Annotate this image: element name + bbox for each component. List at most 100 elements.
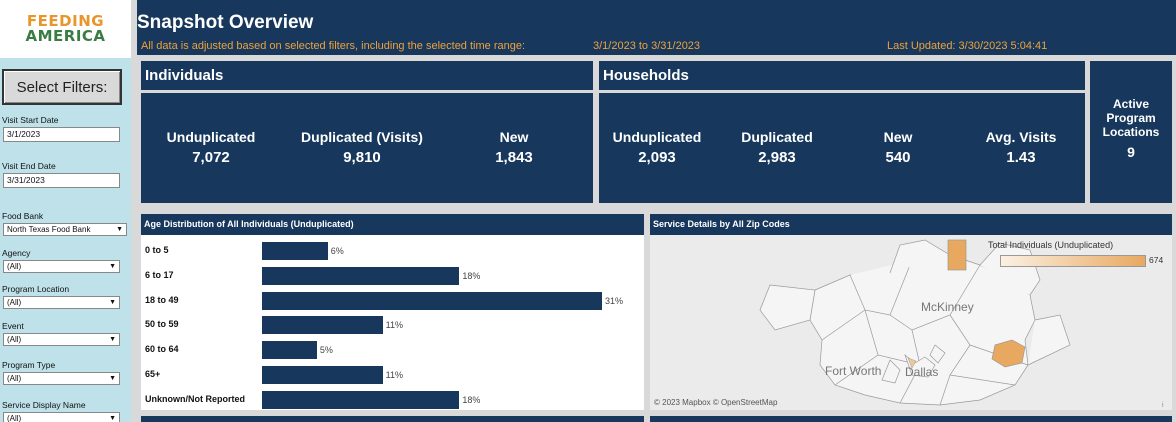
bottom-panel-left-header xyxy=(141,416,644,422)
event-label: Event xyxy=(2,321,24,331)
chevron-down-icon: ▼ xyxy=(109,415,116,422)
individuals-kpi-panel[interactable]: Unduplicated 7,072 Duplicated (Visits) 9… xyxy=(141,93,593,203)
kpi-value: 2,983 xyxy=(758,149,796,166)
service-display-value: (All) xyxy=(7,414,22,422)
feeding-america-logo[interactable]: FEEDING AMERICA xyxy=(0,0,131,58)
page-title: Snapshot Overview xyxy=(137,12,314,33)
age-category-label: 60 to 64 xyxy=(145,344,179,355)
highlight-zip-north[interactable] xyxy=(947,239,967,271)
kpi-label: Duplicated (Visits) xyxy=(301,129,423,145)
age-bar[interactable] xyxy=(262,390,460,409)
map-legend-title: Total Individuals (Unduplicated) xyxy=(988,240,1114,250)
event-select[interactable]: (All) ▼ xyxy=(3,333,120,346)
map-city-mckinney: McKinney xyxy=(921,300,974,314)
individuals-header: Individuals xyxy=(141,61,593,90)
kpi-label: New xyxy=(883,129,913,145)
active-locations-value: 9 xyxy=(1127,144,1135,160)
age-bar-value: 5% xyxy=(319,345,333,356)
agency-label: Agency xyxy=(2,248,31,258)
kpi-value: 540 xyxy=(885,149,911,166)
zip-code-map[interactable]: Service Details by All Zip Codes xyxy=(650,214,1172,410)
map-legend-gradient xyxy=(1000,255,1146,267)
age-category-label: 18 to 49 xyxy=(145,294,179,305)
individuals-duplicated: Duplicated (Visits) 9,810 xyxy=(297,129,427,166)
households-new: New 540 xyxy=(868,129,928,166)
kpi-value: 2,093 xyxy=(638,149,676,166)
age-chart-title: Age Distribution of All Individuals (Und… xyxy=(141,214,644,235)
visit-start-label: Visit Start Date xyxy=(2,115,59,125)
active-locations-label-1: Active xyxy=(1112,97,1150,111)
food-bank-select[interactable]: North Texas Food Bank ▼ xyxy=(3,223,127,236)
active-locations-panel[interactable]: Active Program Locations 9 xyxy=(1090,61,1172,203)
age-category-label: Unknown/Not Reported xyxy=(145,393,245,404)
kpi-value: 9,810 xyxy=(343,149,381,166)
sidebar-divider xyxy=(131,0,137,422)
chevron-down-icon: ▼ xyxy=(116,226,123,233)
age-category-label: 6 to 17 xyxy=(145,269,174,280)
age-bar-value: 18% xyxy=(462,270,481,281)
age-bar[interactable] xyxy=(262,316,383,335)
households-header: Households xyxy=(599,61,1085,90)
age-bar[interactable] xyxy=(262,266,460,285)
food-bank-label: Food Bank xyxy=(2,211,44,221)
age-bar-value: 11% xyxy=(385,320,403,331)
map-title: Service Details by All Zip Codes xyxy=(650,214,1172,235)
chevron-down-icon: ▼ xyxy=(109,336,116,343)
food-bank-value: North Texas Food Bank xyxy=(7,225,91,234)
age-bar[interactable] xyxy=(262,242,328,260)
map-attribution[interactable]: © 2023 Mapbox © OpenStreetMap xyxy=(654,398,778,407)
kpi-label: New xyxy=(499,129,529,145)
filter-sidebar: Select Filters: Visit Start Date 3/1/202… xyxy=(0,58,131,422)
kpi-label: Unduplicated xyxy=(166,129,256,145)
program-location-select[interactable]: (All) ▼ xyxy=(3,296,120,309)
info-icon[interactable]: i xyxy=(1162,402,1164,409)
filter-note: All data is adjusted based on selected f… xyxy=(141,40,526,52)
visit-end-label: Visit End Date xyxy=(2,161,56,171)
page-header: Snapshot Overview All data is adjusted b… xyxy=(137,0,1176,55)
bottom-panel-right-header xyxy=(650,416,1172,422)
last-updated: Last Updated: 3/30/2023 5:04:41 xyxy=(887,40,1048,52)
age-bar-value: 11% xyxy=(385,370,403,380)
kpi-value: 1.43 xyxy=(1006,149,1036,166)
visit-end-input[interactable]: 3/31/2023 xyxy=(3,173,120,188)
map-city-fort-worth: Fort Worth xyxy=(825,364,882,378)
map-city-dallas: Dallas xyxy=(905,365,939,379)
service-display-select[interactable]: (All) ▼ xyxy=(3,412,120,422)
agency-value: (All) xyxy=(7,262,22,271)
kpi-label: Unduplicated xyxy=(612,129,702,145)
highlight-zip-dallas[interactable] xyxy=(907,357,917,369)
individuals-new: New 1,843 xyxy=(479,129,549,166)
program-location-value: (All) xyxy=(7,298,22,307)
age-bar-value: 31% xyxy=(605,295,624,306)
chevron-down-icon: ▼ xyxy=(109,263,116,270)
program-type-select[interactable]: (All) ▼ xyxy=(3,372,120,385)
active-locations-label-2: Program xyxy=(1106,111,1156,125)
kpi-value: 1,843 xyxy=(495,149,533,166)
visit-start-input[interactable]: 3/1/2023 xyxy=(3,127,120,142)
program-location-label: Program Location xyxy=(2,284,70,294)
kpi-label: Avg. Visits xyxy=(985,129,1057,145)
households-title: Households xyxy=(603,67,689,84)
households-unduplicated: Unduplicated 2,093 xyxy=(607,129,707,166)
age-bar[interactable] xyxy=(262,291,602,310)
households-kpi-panel[interactable]: Unduplicated 2,093 Duplicated 2,983 New … xyxy=(599,93,1085,203)
date-range: 3/1/2023 to 3/31/2023 xyxy=(593,40,701,52)
select-filters-button[interactable]: Select Filters: xyxy=(2,69,122,105)
event-value: (All) xyxy=(7,335,22,344)
age-bar-value: 18% xyxy=(462,394,481,405)
households-avg-visits: Avg. Visits 1.43 xyxy=(976,129,1066,166)
map-legend-max: 674 xyxy=(1149,255,1164,265)
logo-line-1: FEEDING xyxy=(26,12,105,30)
kpi-value: 7,072 xyxy=(192,149,230,166)
zip-boundaries xyxy=(759,239,1071,406)
age-bar[interactable] xyxy=(262,341,317,360)
age-category-label: 65+ xyxy=(145,369,161,379)
households-duplicated: Duplicated 2,983 xyxy=(733,129,821,166)
individuals-title: Individuals xyxy=(145,67,224,84)
age-bar[interactable] xyxy=(262,366,383,384)
individuals-unduplicated: Unduplicated 7,072 xyxy=(163,129,259,166)
chevron-down-icon: ▼ xyxy=(109,299,116,306)
agency-select[interactable]: (All) ▼ xyxy=(3,260,120,273)
highlight-zip-east[interactable] xyxy=(991,339,1026,368)
age-category-label: 50 to 59 xyxy=(145,319,179,330)
